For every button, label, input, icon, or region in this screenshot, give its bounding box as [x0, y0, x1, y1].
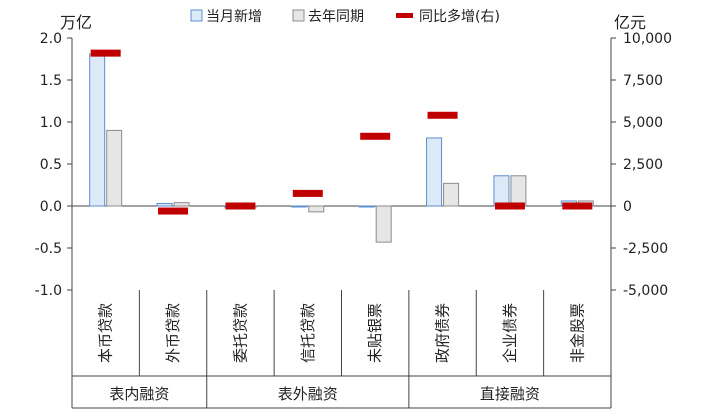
right-tick-label: 2,500 — [623, 157, 663, 173]
legend-swatch-current — [190, 9, 203, 22]
category-label: 企业债券 — [501, 303, 519, 363]
diff-marker — [158, 207, 189, 215]
category-label: 政府债券 — [434, 303, 452, 363]
bar-current — [493, 175, 510, 207]
category-labels: 本币贷款 外币贷款 委托贷款 信托贷款 未贴银票 政府债券 企业债券 非金股票 — [71, 290, 612, 408]
left-tick-label: 1.0 — [40, 115, 62, 131]
diff-marker — [225, 202, 256, 210]
bar-last-year — [443, 182, 460, 207]
category-label: 本币贷款 — [97, 303, 115, 363]
legend: 当月新增 去年同期 同比多增(右) — [190, 8, 500, 25]
bar-last-year — [510, 175, 527, 207]
right-axis-unit: 亿元 — [614, 13, 646, 32]
bar-last-year — [106, 129, 123, 207]
left-tick-label: -0.5 — [35, 241, 62, 257]
left-tick-label: 1.5 — [40, 73, 62, 89]
bar-last-year — [173, 202, 190, 207]
category-label: 未贴银票 — [366, 303, 384, 363]
legend-swatch-diff — [396, 13, 413, 18]
right-tick-label: -5,000 — [623, 283, 668, 299]
bars — [89, 53, 594, 243]
group-labels: 表内融资 表外融资 直接融资 — [109, 385, 540, 403]
bar-last-year — [308, 205, 325, 213]
right-tick-label: -2,500 — [623, 241, 668, 257]
legend-label-current: 当月新增 — [206, 9, 262, 25]
bar-current — [291, 205, 308, 208]
diff-marker — [427, 111, 458, 119]
left-axis-ticks: -1.0 -0.5 0.0 0.5 1.0 1.5 2.0 — [35, 31, 72, 299]
diff-marker — [562, 202, 593, 210]
legend-label-diff: 同比多增(右) — [419, 8, 500, 25]
diff-marker — [292, 189, 323, 197]
diff-marker — [90, 49, 121, 57]
right-tick-label: 5,000 — [623, 115, 663, 131]
left-axis-unit: 万亿 — [60, 13, 92, 32]
group-label: 表内融资 — [109, 385, 169, 403]
left-tick-label: 0.0 — [40, 199, 62, 215]
bar-current — [358, 205, 375, 208]
group-label: 直接融资 — [480, 385, 540, 403]
right-tick-label: 0 — [623, 199, 632, 215]
category-label: 非金股票 — [568, 303, 586, 363]
legend-swatch-last-year — [292, 9, 305, 22]
diff-marker — [360, 132, 391, 140]
category-label: 信托贷款 — [299, 303, 317, 363]
legend-label-last-year: 去年同期 — [308, 9, 364, 25]
diff-marker — [494, 202, 525, 210]
category-label: 外币贷款 — [164, 303, 182, 363]
bar-current — [156, 202, 173, 207]
left-tick-label: 2.0 — [40, 31, 62, 47]
left-tick-label: -1.0 — [35, 283, 62, 299]
right-tick-label: 10,000 — [623, 31, 672, 47]
bar-current — [426, 137, 443, 207]
group-label: 表外融资 — [278, 385, 338, 403]
left-tick-label: 0.5 — [40, 157, 62, 173]
bar-current — [89, 53, 106, 207]
right-tick-label: 7,500 — [623, 73, 663, 89]
category-label: 委托贷款 — [231, 303, 249, 363]
diff-markers — [90, 49, 593, 215]
right-axis-ticks: -5,000 -2,500 0 2,500 5,000 7,500 10,000 — [611, 31, 672, 299]
bar-last-year — [375, 205, 392, 243]
